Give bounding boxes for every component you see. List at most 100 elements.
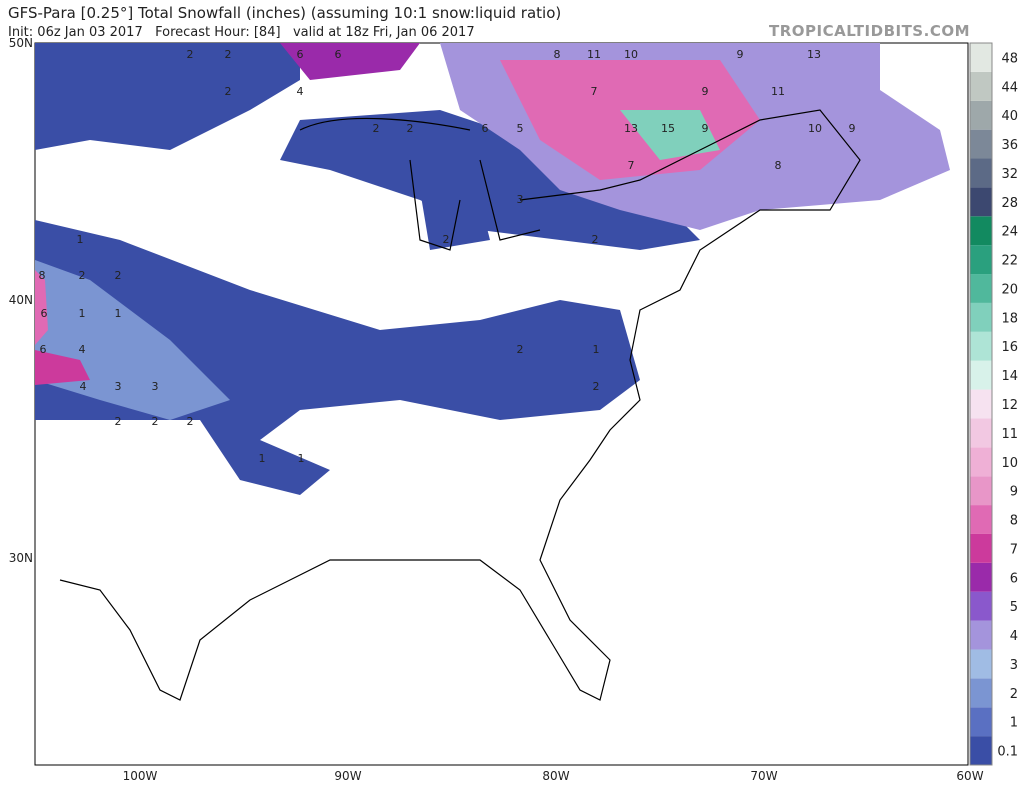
colorbar-cell <box>970 331 992 361</box>
colorbar-cell <box>970 302 992 332</box>
snow-area <box>35 350 90 385</box>
lat-label: 40N <box>9 293 33 307</box>
map-value-label: 8 <box>775 159 782 172</box>
colorbar-label: 20 <box>1001 282 1018 297</box>
map-value-label: 1 <box>298 452 305 465</box>
map-value-label: 9 <box>849 122 856 135</box>
map-value-label: 1 <box>259 452 266 465</box>
subtitle: Init: 06z Jan 03 2017 Forecast Hour: [84… <box>8 25 475 40</box>
map-value-label: 6 <box>41 307 48 320</box>
map-value-label: 6 <box>482 122 489 135</box>
snow-area <box>620 110 720 160</box>
map-value-label: 4 <box>79 343 86 356</box>
map-value-label: 2 <box>187 48 194 61</box>
colorbar-label: 32 <box>1001 167 1018 182</box>
map-value-label: 2 <box>443 233 450 246</box>
lat-label: 30N <box>9 551 33 565</box>
colorbar-label: 36 <box>1001 138 1018 153</box>
colorbar-cell <box>970 245 992 275</box>
colorbar-label: 0.1 <box>997 745 1018 760</box>
map-value-label: 5 <box>517 122 524 135</box>
map-value-label: 15 <box>661 122 675 135</box>
map-value-label: 9 <box>702 85 709 98</box>
map-value-label: 13 <box>624 122 638 135</box>
colorbar-cell <box>970 678 992 708</box>
colorbar-label: 5 <box>1010 600 1018 615</box>
colorbar-cell <box>970 736 992 765</box>
map-value-label: 2 <box>225 48 232 61</box>
map-value-label: 8 <box>554 48 561 61</box>
colorbar-cell <box>970 533 992 563</box>
colorbar-label: 2 <box>1010 687 1018 702</box>
lon-label: 60W <box>956 769 983 783</box>
map-value-label: 6 <box>40 343 47 356</box>
colorbar-label: 10 <box>1001 456 1018 471</box>
map-value-label: 2 <box>373 122 380 135</box>
snow-area <box>280 43 420 80</box>
colorbar-cell <box>970 649 992 679</box>
colorbar-cell <box>970 505 992 534</box>
map-value-label: 11 <box>587 48 601 61</box>
map-value-label: 4 <box>80 380 87 393</box>
colorbar-label: 44 <box>1001 80 1018 95</box>
snow-area <box>35 43 300 150</box>
lon-label: 80W <box>542 769 569 783</box>
map-value-label: 13 <box>807 48 821 61</box>
snow-area <box>420 190 490 250</box>
map-value-label: 2 <box>152 415 159 428</box>
colorbar-cell <box>970 129 992 159</box>
title: GFS-Para [0.25°] Total Snowfall (inches)… <box>8 4 561 22</box>
map-value-label: 6 <box>335 48 342 61</box>
colorbar-label: 22 <box>1001 254 1018 269</box>
colorbar-cell <box>970 620 992 650</box>
map-value-label: 1 <box>77 233 84 246</box>
colorbar-cell <box>970 591 992 621</box>
colorbar-label: 1 <box>1010 716 1018 731</box>
colorbar-label: 7 <box>1010 542 1018 557</box>
colorbar-label: 11 <box>1001 427 1018 442</box>
map-value-label: 11 <box>771 85 785 98</box>
colorbar-cell <box>970 360 992 390</box>
map-value-label: 9 <box>737 48 744 61</box>
colorbar-label: 8 <box>1010 514 1018 529</box>
snow-area <box>35 220 640 495</box>
colorbar-cell <box>970 447 992 477</box>
map-value-label: 9 <box>702 122 709 135</box>
lon-label: 70W <box>750 769 777 783</box>
snow-fields <box>35 43 950 495</box>
map-value-label: 2 <box>115 269 122 282</box>
map-value-label: 1 <box>115 307 122 320</box>
map-value-label: 8 <box>39 269 46 282</box>
colorbar-label: 28 <box>1001 196 1018 211</box>
map-value-label: 10 <box>624 48 638 61</box>
colorbar-label: 4 <box>1010 629 1018 644</box>
map-value-label: 3 <box>115 380 122 393</box>
map-value-label: 1 <box>79 307 86 320</box>
map-value-label: 2 <box>225 85 232 98</box>
map-value-label: 6 <box>297 48 304 61</box>
colorbar-label: 3 <box>1010 658 1018 673</box>
colorbar-label: 14 <box>1001 369 1018 384</box>
map-value-label: 2 <box>187 415 194 428</box>
map-value-label: 2 <box>593 380 600 393</box>
colorbar-cell <box>970 418 992 448</box>
map-value-label: 2 <box>407 122 414 135</box>
colorbar-cell <box>970 158 992 188</box>
map-value-label: 2 <box>517 343 524 356</box>
colorbar-label: 16 <box>1001 340 1018 355</box>
colorbar-cell <box>970 476 992 506</box>
colorbar-cell <box>970 71 992 101</box>
colorbar-cell <box>970 562 992 592</box>
map-value-label: 3 <box>152 380 159 393</box>
map-value-label: 4 <box>297 85 304 98</box>
colorbar-cell <box>970 216 992 246</box>
map-value-label: 1 <box>593 343 600 356</box>
colorbar-cell <box>970 187 992 217</box>
colorbar-frame <box>969 42 993 766</box>
map-value-label: 7 <box>628 159 635 172</box>
snow-area <box>35 270 48 345</box>
watermark: TROPICALTIDBITS.COM <box>769 22 970 40</box>
colorbar-label: 9 <box>1010 485 1018 500</box>
colorbar-label: 18 <box>1001 311 1018 326</box>
